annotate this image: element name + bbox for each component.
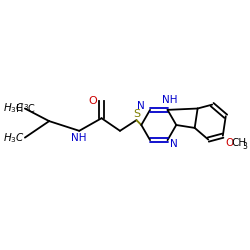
Text: O: O [226,138,234,148]
Text: 3: 3 [23,104,28,110]
Text: 3: 3 [242,142,247,151]
Text: NH: NH [72,132,87,142]
Text: S: S [133,109,140,119]
Text: NH: NH [162,95,177,105]
Text: $H_3C$: $H_3C$ [3,131,25,144]
Text: CH: CH [232,138,247,148]
Text: $H_3C$: $H_3C$ [3,102,25,116]
Text: O: O [88,96,97,106]
Text: N: N [138,101,145,111]
Text: C: C [28,104,34,114]
Text: H: H [16,104,23,114]
Text: N: N [170,139,178,149]
